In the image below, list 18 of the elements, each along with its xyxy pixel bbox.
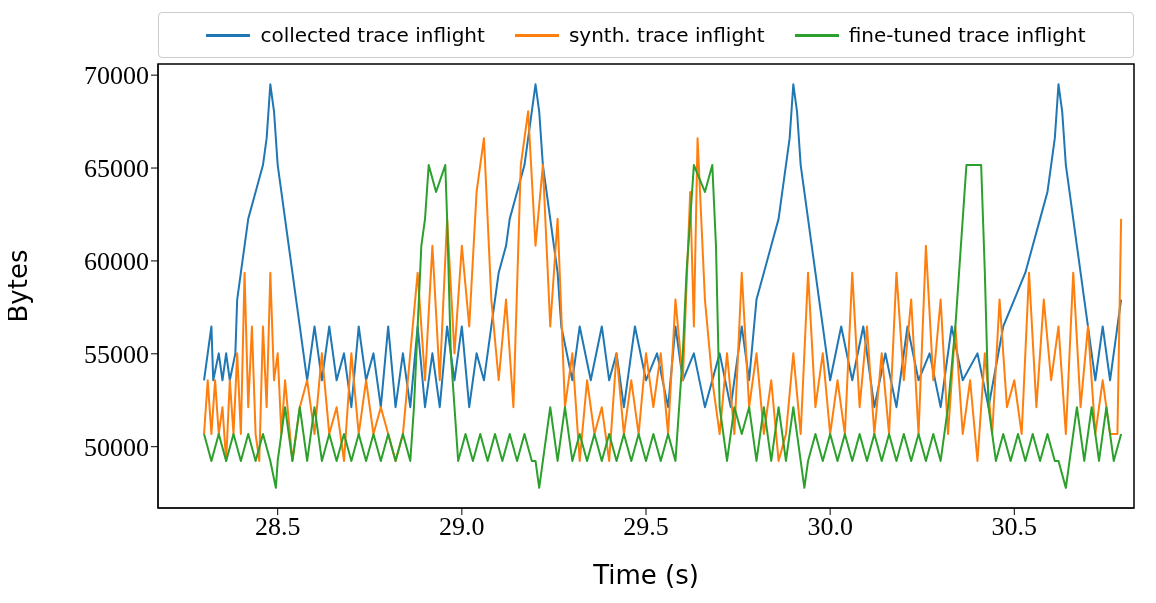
x-tick-label: 30.5 — [991, 512, 1038, 542]
line-series — [203, 164, 1123, 489]
x-tick-label: 29.0 — [439, 512, 485, 542]
line-series — [203, 110, 1123, 462]
y-tick-label: 60000 — [84, 247, 149, 277]
x-axis-title: Time (s) — [592, 560, 699, 590]
legend-label: collected trace inflight — [260, 23, 485, 47]
x-tick-label: 28.5 — [254, 512, 301, 542]
line-series — [203, 83, 1123, 409]
x-tick-label: 30.0 — [807, 512, 853, 542]
legend-label: fine-tuned trace inflight — [848, 23, 1086, 47]
y-tick-label: 70000 — [84, 61, 149, 91]
y-axis-title: Bytes — [3, 249, 34, 323]
x-tick-label: 29.5 — [623, 512, 669, 542]
y-tick-label: 50000 — [84, 432, 149, 462]
legend-label: synth. trace inflight — [568, 23, 765, 47]
y-tick-label: 55000 — [84, 340, 149, 370]
y-tick-label: 65000 — [84, 154, 149, 184]
